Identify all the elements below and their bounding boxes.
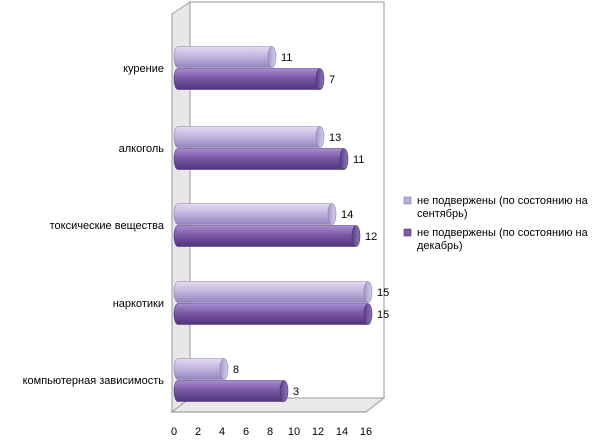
- legend-swatch: [403, 196, 412, 205]
- data-label: 8: [233, 364, 239, 376]
- data-label: 11: [353, 154, 364, 166]
- x-tick-label: 10: [288, 426, 300, 438]
- legend-swatch: [403, 228, 412, 237]
- bar: [173, 203, 337, 225]
- bars: [173, 46, 373, 402]
- category-label: компьютерная зависимость: [23, 375, 165, 387]
- category-labels: курение алкоголь токсические вещества нарко…: [23, 63, 165, 387]
- bar: [173, 358, 229, 380]
- x-tick-label: 6: [243, 426, 249, 438]
- bar: [173, 303, 373, 325]
- category-label: наркотики: [113, 298, 164, 310]
- data-label: 3: [293, 386, 299, 398]
- data-label: 14: [341, 209, 353, 221]
- bar: [173, 281, 373, 303]
- bar: [173, 380, 289, 402]
- category-label: курение: [123, 63, 164, 75]
- bar: [173, 225, 361, 247]
- category-label: алкоголь: [119, 143, 165, 155]
- bar: [173, 126, 325, 148]
- x-axis-ticks: 0 2 4 6 8 10 12 14 16: [171, 426, 372, 438]
- data-label: 12: [365, 231, 377, 243]
- x-tick-label: 8: [267, 426, 273, 438]
- x-tick-label: 0: [171, 426, 177, 438]
- bar: [173, 148, 349, 170]
- x-tick-label: 16: [360, 426, 372, 438]
- bar: [173, 46, 277, 68]
- data-label: 11: [281, 52, 292, 64]
- x-tick-label: 4: [219, 426, 225, 438]
- data-label: 15: [377, 309, 389, 321]
- bar: [173, 68, 325, 90]
- x-tick-label: 12: [312, 426, 324, 438]
- legend-label: не подвержены (по состоянию на сентябрь): [417, 195, 589, 220]
- data-label: 7: [329, 74, 335, 86]
- data-label: 15: [377, 287, 389, 299]
- legend: не подвержены (по состоянию на сентябрь) н…: [403, 195, 589, 252]
- legend-item: не подвержены (по состоянию на сентябрь): [403, 195, 589, 220]
- legend-label: не подвержены (по состоянию на декабрь): [417, 227, 589, 252]
- data-labels: 11 13 14 15 8 7 11 12 15 3: [233, 52, 389, 398]
- x-tick-label: 14: [336, 426, 348, 438]
- legend-item: не подвержены (по состоянию на декабрь): [403, 227, 589, 252]
- data-label: 13: [329, 132, 341, 144]
- x-tick-label: 2: [195, 426, 201, 438]
- category-label: токсические вещества: [50, 220, 165, 232]
